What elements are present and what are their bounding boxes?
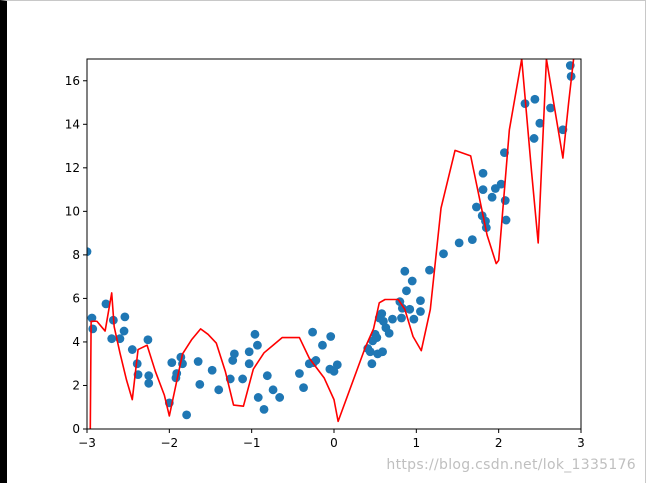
- scatter-point: [439, 249, 448, 259]
- scatter-point: [244, 347, 254, 357]
- scatter-point: [326, 332, 336, 341]
- scatter-point: [397, 313, 406, 323]
- scatter-point: [311, 356, 321, 365]
- scatter-point: [467, 235, 477, 245]
- scatter-point: [400, 266, 410, 276]
- scatter-point: [143, 335, 153, 345]
- scatter-point: [425, 265, 434, 275]
- scatter-point: [253, 393, 263, 402]
- scatter-point: [388, 314, 397, 324]
- scatter-point: [478, 168, 488, 178]
- scatter-point: [262, 371, 272, 381]
- scatter-point: [214, 385, 224, 395]
- scatter-point: [87, 313, 97, 323]
- scatter-point: [530, 94, 540, 104]
- scatter-point: [478, 185, 488, 194]
- scatter-point: [144, 371, 154, 381]
- scatter-point: [250, 329, 260, 339]
- fit-line: [89, 59, 575, 429]
- scatter-point: [332, 360, 342, 370]
- y-tick-label: 16: [65, 74, 80, 88]
- y-tick-label: 2: [72, 378, 80, 392]
- scatter-point: [259, 405, 269, 414]
- scatter-point: [367, 359, 377, 369]
- scatter-point: [275, 393, 285, 402]
- scatter-point: [372, 333, 382, 342]
- scatter-point: [500, 196, 510, 205]
- scatter-point: [299, 383, 308, 393]
- scatter-point: [127, 345, 137, 354]
- scatter-point: [377, 309, 387, 319]
- scatter-point: [268, 385, 278, 395]
- scatter-point: [144, 378, 154, 388]
- scatter-point: [405, 304, 415, 314]
- data-layer: [87, 59, 576, 429]
- x-tick-label: 3: [577, 436, 585, 450]
- scatter-point: [195, 379, 205, 389]
- scatter-point: [546, 103, 555, 113]
- y-axis: 0 2 4 6 8 10 12 14 16: [65, 74, 87, 436]
- y-tick-label: 12: [65, 161, 80, 175]
- scatter-point: [529, 134, 539, 143]
- x-tick-label: −1: [243, 436, 261, 450]
- scatter-point: [88, 324, 98, 334]
- y-tick-label: 14: [65, 117, 80, 131]
- scatter-point: [501, 215, 511, 225]
- scatter-point: [167, 358, 177, 368]
- scatter-point: [407, 276, 417, 286]
- y-tick-label: 0: [72, 422, 80, 436]
- y-tick-label: 10: [65, 204, 80, 218]
- scatter-point: [416, 307, 425, 316]
- scatter-point: [308, 327, 317, 337]
- scatter-point: [384, 328, 394, 338]
- scatter-point: [182, 410, 192, 420]
- scatter-point: [535, 118, 545, 128]
- scatter-point: [193, 357, 203, 366]
- scatter-point: [402, 286, 411, 296]
- scatter-point: [416, 296, 425, 305]
- x-tick-label: 2: [495, 436, 503, 450]
- scatter-point: [238, 374, 248, 384]
- scatter-point: [107, 334, 117, 344]
- y-tick-label: 6: [72, 291, 80, 305]
- scatter-point: [472, 202, 481, 212]
- y-tick-label: 8: [72, 248, 80, 262]
- x-axis: −3 −2 −1 0 1 2 3: [78, 429, 585, 450]
- scatter-point: [172, 369, 182, 378]
- x-tick-label: 1: [413, 436, 421, 450]
- x-tick-label: −3: [78, 436, 96, 450]
- scatter-point: [244, 359, 254, 369]
- scatter-point: [454, 238, 464, 248]
- x-tick-label: 0: [330, 436, 338, 450]
- x-tick-label: −2: [160, 436, 178, 450]
- scatter-point: [120, 312, 130, 322]
- scatter-point: [87, 247, 92, 257]
- y-tick-label: 4: [72, 335, 80, 349]
- scatter-point: [487, 192, 497, 202]
- scatter-point: [365, 347, 375, 357]
- scatter-point: [409, 314, 419, 324]
- scatter-point: [329, 366, 339, 376]
- scatter-point: [207, 365, 217, 375]
- scatter-point: [119, 326, 129, 336]
- scatter-point: [378, 347, 387, 357]
- scatter-point: [318, 340, 327, 350]
- scatter-point: [229, 349, 239, 359]
- scatter-point: [101, 299, 111, 309]
- scatter-point: [295, 369, 304, 378]
- scatter-point: [253, 340, 262, 350]
- scatter-point: [496, 179, 506, 189]
- watermark: https://blog.csdn.net/lok_1335176: [386, 457, 636, 473]
